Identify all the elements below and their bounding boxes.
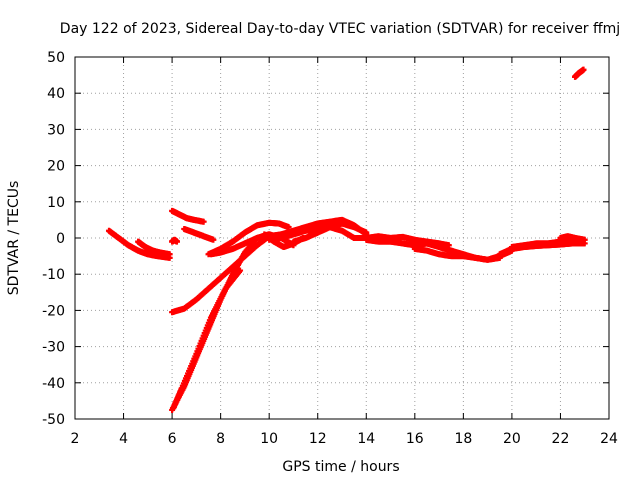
- y-axis-label: SDTVAR / TECUs: [6, 181, 22, 296]
- data-point: [581, 236, 588, 243]
- x-tick-label: 2: [71, 431, 80, 447]
- y-tick-label: -10: [42, 267, 65, 283]
- series-track-u: [557, 233, 588, 243]
- series-track-g: [170, 267, 244, 412]
- series-track-c: [169, 207, 207, 225]
- series-track-a: [105, 227, 173, 261]
- x-tick-label: 22: [552, 431, 570, 447]
- x-tick-label: 20: [503, 431, 521, 447]
- x-tick-label: 8: [216, 431, 225, 447]
- x-tick-label: 24: [600, 431, 618, 447]
- data-point: [173, 238, 180, 245]
- series-track-v: [572, 66, 587, 80]
- y-tick-label: 50: [47, 50, 65, 66]
- y-tick-label: -50: [42, 412, 65, 428]
- data-point: [210, 236, 217, 243]
- y-tick-label: 10: [47, 195, 65, 211]
- axis-ticks: 2 4 6 8 10 12 14 16 18 20 22 24-50-40-30-20-1001020…: [42, 50, 618, 447]
- y-tick-label: 0: [56, 231, 65, 247]
- series-track-p: [363, 236, 443, 251]
- data-point: [200, 218, 207, 225]
- x-tick-label: 4: [119, 431, 128, 447]
- plot-frame: [74, 56, 610, 420]
- data-point: [166, 251, 173, 258]
- y-tick-label: -20: [42, 303, 65, 319]
- x-axis-label: GPS time / hours: [282, 459, 399, 475]
- data-points: [105, 66, 588, 413]
- x-tick-label: 16: [406, 431, 424, 447]
- x-tick-label: 10: [260, 431, 278, 447]
- y-tick-label: 40: [47, 86, 65, 102]
- grid: [75, 57, 609, 419]
- series-track-b: [135, 238, 173, 258]
- x-tick-label: 6: [168, 431, 177, 447]
- data-point: [580, 66, 587, 73]
- series-track-n: [290, 220, 370, 245]
- series-track-d: [181, 225, 217, 243]
- x-tick-label: 14: [357, 431, 375, 447]
- y-tick-label: -40: [42, 376, 65, 392]
- y-tick-label: 20: [47, 159, 65, 175]
- chart-title: Day 122 of 2023, Sidereal Day-to-day VTE…: [60, 21, 620, 37]
- y-tick-label: -30: [42, 340, 65, 356]
- data-point: [237, 267, 244, 274]
- x-tick-label: 18: [454, 431, 472, 447]
- series-track-r: [436, 244, 503, 263]
- y-tick-label: 30: [47, 122, 65, 138]
- series-track-e: [169, 236, 180, 245]
- x-tick-label: 12: [309, 431, 327, 447]
- data-point: [363, 229, 370, 236]
